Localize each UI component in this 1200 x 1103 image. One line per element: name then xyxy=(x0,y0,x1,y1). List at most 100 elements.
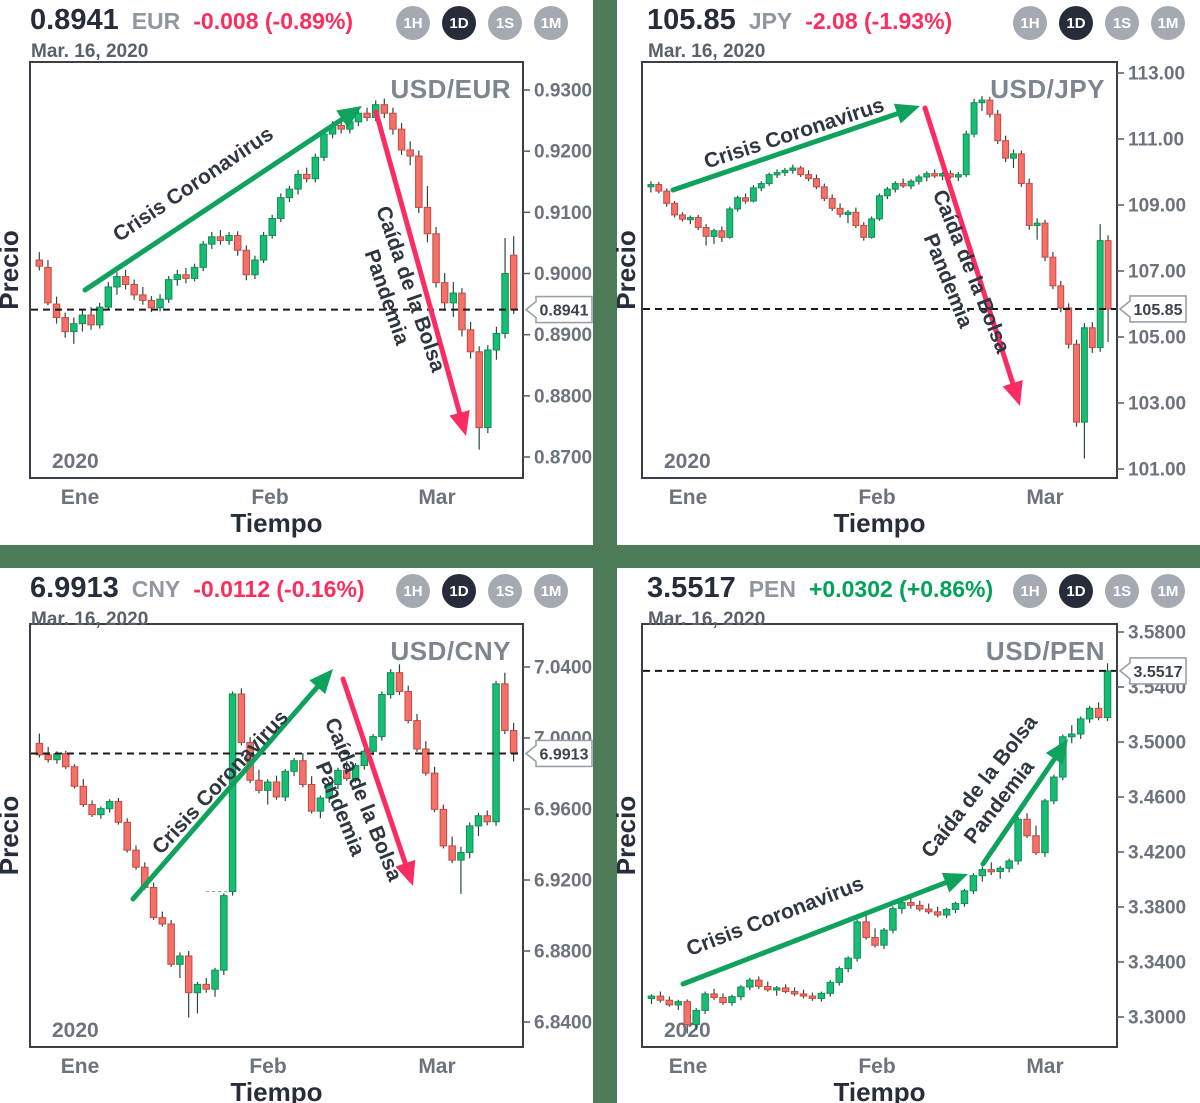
range-button-1D[interactable]: 1D xyxy=(1059,6,1093,40)
svg-text:105.85: 105.85 xyxy=(1134,302,1183,319)
svg-text:6.8800: 6.8800 xyxy=(534,942,592,963)
svg-text:Feb: Feb xyxy=(858,486,895,509)
svg-text:Mar: Mar xyxy=(418,486,455,509)
range-button-1M[interactable]: 1M xyxy=(1151,6,1185,40)
svg-text:3.3000: 3.3000 xyxy=(1128,1008,1186,1029)
svg-text:6.9913: 6.9913 xyxy=(540,746,589,763)
svg-text:3.4600: 3.4600 xyxy=(1128,788,1186,809)
svg-text:3.5800: 3.5800 xyxy=(1128,623,1186,644)
range-button-1S[interactable]: 1S xyxy=(488,6,522,40)
svg-text:Feb: Feb xyxy=(858,1055,895,1078)
svg-text:3.3400: 3.3400 xyxy=(1128,953,1186,974)
svg-text:Precio: Precio xyxy=(611,796,641,876)
panel-header: 3.5517 PEN +0.0302 (+0.86%) xyxy=(647,572,993,605)
svg-text:0.9300: 0.9300 xyxy=(534,81,592,102)
svg-text:109.00: 109.00 xyxy=(1128,196,1186,217)
svg-text:3.3800: 3.3800 xyxy=(1128,898,1186,919)
panel-usd-cny: 7.0400 7.0000 6.9600 6.9200 6.8800 6.8400 Ene F… xyxy=(0,568,593,1103)
range-button-1H[interactable]: 1H xyxy=(1013,574,1047,608)
range-button-1H[interactable]: 1H xyxy=(396,6,430,40)
svg-text:7.0400: 7.0400 xyxy=(534,658,592,679)
svg-text:107.00: 107.00 xyxy=(1128,262,1186,283)
svg-text:Ene: Ene xyxy=(61,1055,100,1078)
range-button-1H[interactable]: 1H xyxy=(396,574,430,608)
range-buttons: 1H 1D 1S 1M xyxy=(396,6,568,40)
range-button-1D[interactable]: 1D xyxy=(1059,574,1093,608)
svg-text:2020: 2020 xyxy=(664,450,711,473)
date-label: Mar. 16, 2020 xyxy=(648,609,766,630)
svg-text:Mar: Mar xyxy=(1026,1055,1063,1078)
date-label: Mar. 16, 2020 xyxy=(31,609,149,630)
panel-header: 105.85 JPY -2.08 (-1.93%) xyxy=(647,4,952,37)
svg-text:Mar: Mar xyxy=(418,1055,455,1078)
svg-text:2020: 2020 xyxy=(52,450,99,473)
svg-text:105.00: 105.00 xyxy=(1128,328,1186,349)
range-buttons: 1H 1D 1S 1M xyxy=(1013,6,1185,40)
panel-header: 0.8941 EUR -0.008 (-0.89%) xyxy=(30,4,353,37)
range-button-1S[interactable]: 1S xyxy=(488,574,522,608)
svg-text:Tiempo: Tiempo xyxy=(834,508,926,538)
currency-code: EUR xyxy=(131,8,181,34)
price-change: +0.0302 (+0.86%) xyxy=(809,576,994,602)
date-label: Mar. 16, 2020 xyxy=(31,41,149,62)
svg-text:USD/CNY: USD/CNY xyxy=(390,636,511,666)
svg-text:Ene: Ene xyxy=(61,486,100,509)
svg-text:0.9100: 0.9100 xyxy=(534,203,592,224)
svg-text:Tiempo: Tiempo xyxy=(834,1077,926,1103)
svg-text:0.9200: 0.9200 xyxy=(534,142,592,163)
svg-text:USD/JPY: USD/JPY xyxy=(990,74,1105,104)
svg-text:Precio: Precio xyxy=(0,230,24,310)
svg-text:Precio: Precio xyxy=(611,230,641,310)
svg-text:2020: 2020 xyxy=(52,1019,99,1042)
svg-text:3.5517: 3.5517 xyxy=(1134,664,1183,681)
range-button-1S[interactable]: 1S xyxy=(1105,6,1139,40)
candlestick-chart-usd-jpy: 113.00 111.00 109.00 107.00 105.00 103.00 101.… xyxy=(611,61,1187,538)
price-change: -2.08 (-1.93%) xyxy=(805,8,953,34)
price-value: 105.85 xyxy=(647,4,736,36)
currency-code: JPY xyxy=(748,8,793,34)
range-buttons: 1H 1D 1S 1M xyxy=(396,574,568,608)
svg-text:Tiempo: Tiempo xyxy=(231,508,323,538)
svg-text:Mar: Mar xyxy=(1026,486,1063,509)
candlestick-chart-usd-eur: 0.9300 0.9200 0.9100 0.9000 0.8900 0.8800 0.87… xyxy=(0,61,593,538)
range-button-1H[interactable]: 1H xyxy=(1013,6,1047,40)
panel-usd-jpy: 113.00 111.00 109.00 107.00 105.00 103.00 101.… xyxy=(611,0,1200,545)
panel-usd-eur: 0.9300 0.9200 0.9100 0.9000 0.8900 0.8800 0.87… xyxy=(0,0,593,545)
range-button-1D[interactable]: 1D xyxy=(442,574,476,608)
svg-text:0.9000: 0.9000 xyxy=(534,264,592,285)
svg-text:101.00: 101.00 xyxy=(1128,460,1186,481)
candlestick-chart-usd-pen: 3.58003.54003.50003.46003.42003.38003.34… xyxy=(611,623,1187,1103)
svg-text:113.00: 113.00 xyxy=(1128,64,1185,85)
price-value: 6.9913 xyxy=(30,572,119,604)
price-change: -0.008 (-0.89%) xyxy=(193,8,354,34)
svg-text:3.4200: 3.4200 xyxy=(1128,843,1186,864)
range-button-1D[interactable]: 1D xyxy=(442,6,476,40)
panel-usd-pen: 3.5800 3.5400 3.5000 3.4600 3.4200 3.3800 3.34… xyxy=(611,568,1200,1103)
date-label: Mar. 16, 2020 xyxy=(648,41,766,62)
currency-code: PEN xyxy=(748,576,796,602)
svg-text:Precio: Precio xyxy=(0,796,24,876)
svg-text:0.8700: 0.8700 xyxy=(534,448,592,469)
svg-text:0.8941: 0.8941 xyxy=(540,303,589,320)
range-button-1M[interactable]: 1M xyxy=(1151,574,1185,608)
svg-text:6.9200: 6.9200 xyxy=(534,871,592,892)
range-button-1M[interactable]: 1M xyxy=(534,6,568,40)
svg-text:3.5000: 3.5000 xyxy=(1128,733,1186,754)
price-change: -0.0112 (-0.16%) xyxy=(193,576,365,602)
price-value: 3.5517 xyxy=(647,572,736,604)
range-button-1M[interactable]: 1M xyxy=(534,574,568,608)
currency-code: CNY xyxy=(131,576,181,602)
svg-text:6.8400: 6.8400 xyxy=(534,1013,592,1034)
svg-text:Feb: Feb xyxy=(249,1055,286,1078)
svg-text:Tiempo: Tiempo xyxy=(231,1077,323,1103)
svg-text:USD/PEN: USD/PEN xyxy=(986,636,1105,666)
range-button-1S[interactable]: 1S xyxy=(1105,574,1139,608)
svg-text:Feb: Feb xyxy=(251,486,288,509)
svg-text:0.8900: 0.8900 xyxy=(534,325,592,346)
svg-text:Ene: Ene xyxy=(669,1055,708,1078)
range-buttons: 1H 1D 1S 1M xyxy=(1013,574,1185,608)
svg-text:USD/EUR: USD/EUR xyxy=(390,74,511,104)
price-value: 0.8941 xyxy=(30,4,119,36)
